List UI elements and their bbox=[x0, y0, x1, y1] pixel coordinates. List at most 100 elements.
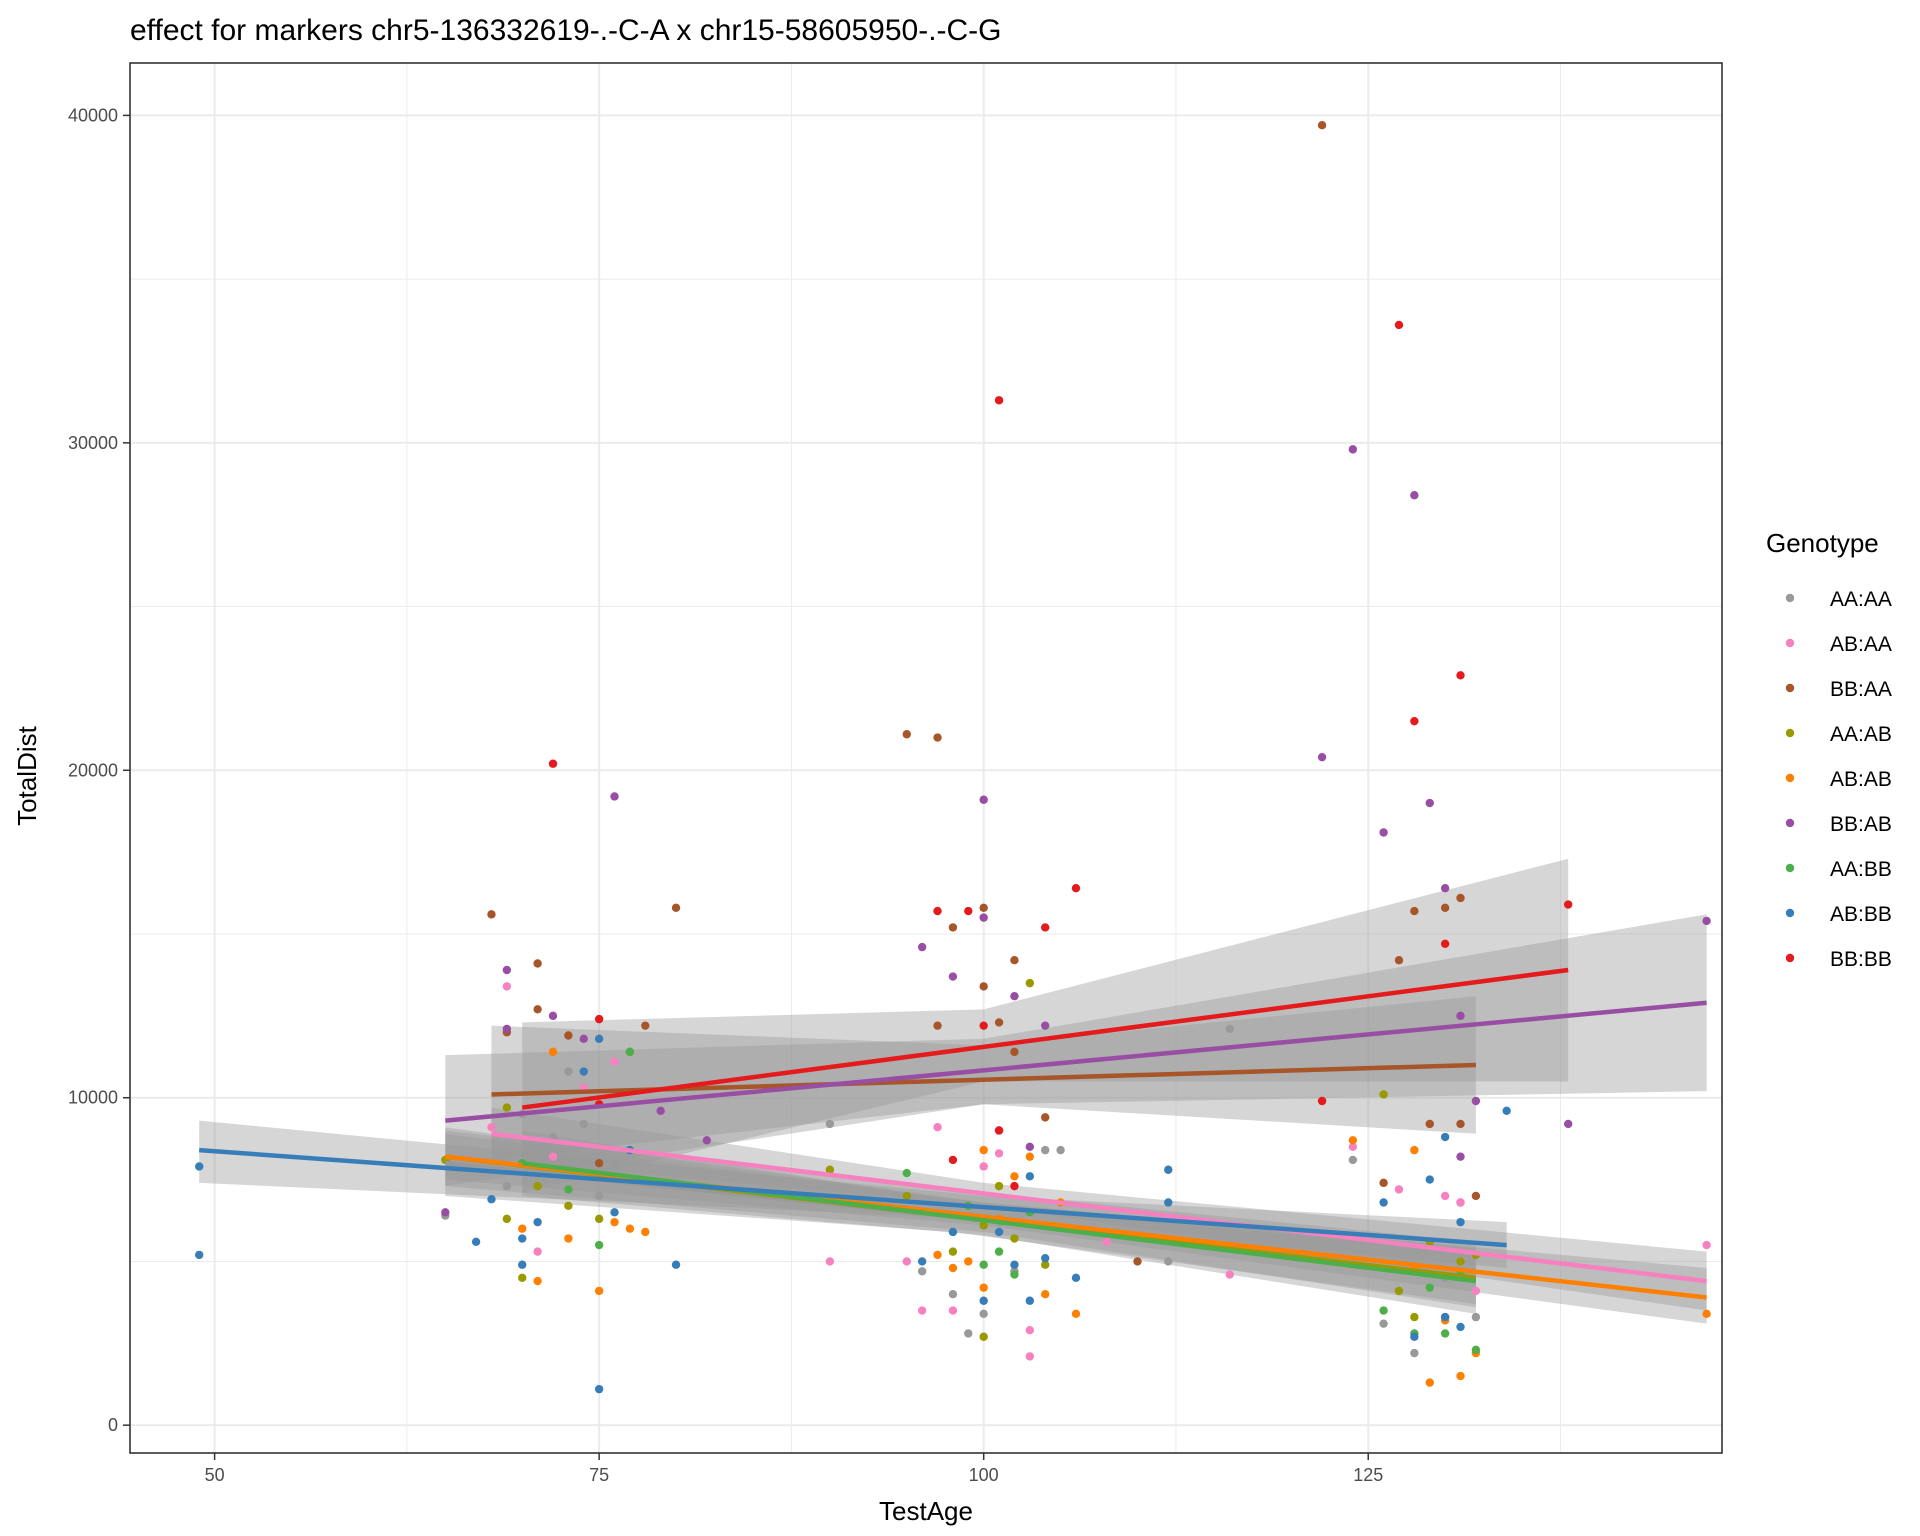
data-point-ab-ab bbox=[1410, 1145, 1419, 1155]
data-point-bb-aa bbox=[1456, 893, 1465, 903]
data-point-aa-ab bbox=[518, 1273, 527, 1283]
data-point-bb-bb bbox=[994, 1126, 1004, 1135]
data-point-bb-ab bbox=[441, 1208, 450, 1217]
data-point-ab-ab bbox=[948, 1263, 958, 1273]
data-point-ab-ab bbox=[564, 1234, 573, 1243]
y-tick-label: 20000 bbox=[68, 760, 118, 780]
data-point-ab-bb bbox=[487, 1195, 496, 1204]
data-point-bb-ab bbox=[1425, 798, 1434, 808]
data-point-bb-ab bbox=[979, 795, 988, 804]
data-point-bb-ab bbox=[1025, 1142, 1035, 1152]
data-point-bb-aa bbox=[948, 923, 958, 932]
data-point-ab-ab bbox=[610, 1217, 619, 1227]
data-point-bb-bb bbox=[1041, 923, 1050, 932]
x-axis-title: TestAge bbox=[879, 1496, 973, 1526]
data-point-aa-ab bbox=[994, 1181, 1004, 1191]
data-point-ab-ab bbox=[1041, 1289, 1050, 1299]
data-point-ab-aa bbox=[1456, 1198, 1465, 1207]
data-point-aa-bb bbox=[1471, 1345, 1481, 1355]
data-point-aa-aa bbox=[1056, 1145, 1065, 1155]
data-point-ab-bb bbox=[195, 1250, 204, 1260]
data-point-bb-aa bbox=[1379, 1178, 1388, 1188]
data-point-ab-aa bbox=[979, 1162, 988, 1171]
data-point-bb-ab bbox=[1440, 883, 1450, 893]
data-point-ab-ab bbox=[1425, 1378, 1434, 1387]
legend-title: Genotype bbox=[1766, 528, 1879, 558]
data-point-ab-aa bbox=[933, 1122, 942, 1132]
data-point-ab-bb bbox=[1456, 1217, 1465, 1227]
data-point-aa-bb bbox=[1425, 1283, 1434, 1292]
legend: AA:AA AB:AA BB:AA AA:AB AB:AB BB:AB AA:BB AB:BB… bbox=[1785, 588, 1892, 971]
data-point-bb-aa bbox=[533, 959, 542, 968]
x-tick-label: 125 bbox=[1353, 1465, 1383, 1485]
data-point-aa-aa bbox=[979, 1309, 988, 1319]
x-tick-label: 75 bbox=[589, 1465, 609, 1485]
data-point-bb-bb bbox=[964, 906, 973, 916]
data-point-bb-ab bbox=[1563, 1119, 1573, 1129]
data-point-bb-bb bbox=[979, 1021, 988, 1030]
data-point-ab-bb bbox=[594, 1384, 604, 1394]
y-axis-ticks: 0 10000 20000 30000 40000 bbox=[68, 105, 130, 1435]
y-tick-label: 30000 bbox=[68, 433, 118, 453]
data-point-bb-aa bbox=[902, 730, 911, 739]
legend-label-aa-bb: AA:BB bbox=[1830, 858, 1892, 881]
data-point-ab-aa bbox=[1025, 1326, 1035, 1335]
fit-line-aa-bb bbox=[521, 1160, 1477, 1284]
data-point-ab-bb bbox=[1025, 1296, 1035, 1305]
data-point-bb-aa bbox=[933, 733, 942, 742]
data-point-aa-aa bbox=[964, 1329, 973, 1338]
data-point-ab-bb bbox=[979, 1296, 988, 1305]
data-point-ab-bb bbox=[994, 1227, 1004, 1237]
x-axis-ticks: 50 75 100 125 bbox=[205, 1453, 1383, 1485]
data-point-ab-aa bbox=[825, 1257, 835, 1266]
data-point-bb-aa bbox=[1471, 1191, 1481, 1201]
data-point-bb-ab bbox=[1410, 491, 1419, 500]
data-point-bb-ab bbox=[1456, 1011, 1465, 1021]
legend-key-bb-bb bbox=[1785, 953, 1795, 963]
data-point-ab-aa bbox=[1102, 1237, 1111, 1246]
data-point-aa-aa bbox=[1471, 1312, 1481, 1322]
data-point-ab-bb bbox=[518, 1234, 527, 1243]
data-point-aa-ab bbox=[1456, 1257, 1465, 1266]
data-point-ab-ab bbox=[933, 1250, 942, 1260]
data-point-bb-aa bbox=[933, 1021, 942, 1030]
data-point-ab-ab bbox=[1071, 1309, 1081, 1319]
legend-key-aa-ab bbox=[1785, 728, 1795, 738]
data-point-bb-bb bbox=[948, 1155, 958, 1165]
data-point-bb-ab bbox=[702, 1136, 712, 1145]
data-point-ab-ab bbox=[641, 1227, 650, 1237]
data-point-ab-bb bbox=[579, 1067, 588, 1076]
data-point-ab-bb bbox=[671, 1260, 681, 1269]
panel-border bbox=[129, 62, 1723, 1454]
data-point-bb-ab bbox=[1702, 916, 1711, 926]
data-point-ab-ab bbox=[1025, 1152, 1035, 1161]
fit-line-ab-aa bbox=[491, 1131, 1707, 1284]
data-point-bb-aa bbox=[979, 903, 988, 913]
x-tick-label: 100 bbox=[969, 1465, 999, 1485]
data-point-ab-aa bbox=[487, 1122, 496, 1132]
legend-label-ab-ab: AB:AB bbox=[1830, 768, 1892, 791]
fit-line-bb-ab bbox=[445, 1000, 1707, 1123]
data-point-bb-aa bbox=[594, 1159, 604, 1168]
data-point-aa-ab bbox=[825, 1165, 835, 1174]
legend-label-bb-bb: BB:BB bbox=[1830, 948, 1892, 971]
data-point-ab-aa bbox=[1348, 1142, 1358, 1152]
data-point-ab-bb bbox=[1010, 1260, 1019, 1269]
fit-lines bbox=[199, 967, 1707, 1300]
data-point-bb-ab bbox=[917, 942, 927, 952]
data-point-ab-ab bbox=[518, 1224, 527, 1233]
data-point-bb-bb bbox=[1394, 320, 1404, 330]
data-point-aa-aa bbox=[610, 1159, 619, 1168]
data-point-aa-ab bbox=[948, 1247, 958, 1256]
data-point-bb-bb bbox=[594, 1014, 604, 1024]
data-point-bb-ab bbox=[979, 913, 988, 922]
data-point-aa-aa bbox=[1348, 1155, 1358, 1165]
data-point-ab-ab bbox=[964, 1257, 973, 1266]
data-point-ab-ab bbox=[625, 1224, 635, 1233]
data-point-ab-bb bbox=[1456, 1322, 1465, 1332]
data-point-ab-ab bbox=[1348, 1136, 1358, 1145]
data-point-ab-bb bbox=[1440, 1312, 1450, 1322]
legend-key-ab-aa bbox=[1785, 638, 1795, 648]
data-point-aa-ab bbox=[502, 1103, 512, 1112]
chart-title: effect for markers chr5-136332619-.-C-A … bbox=[130, 14, 1002, 47]
